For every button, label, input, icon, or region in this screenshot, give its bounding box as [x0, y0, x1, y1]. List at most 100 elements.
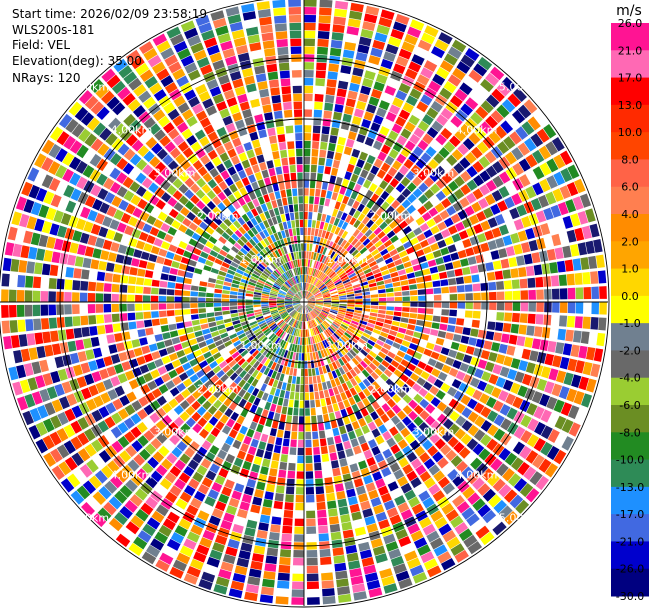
gate-cell [197, 395, 207, 405]
gate-cell [342, 416, 351, 425]
gate-cell [588, 255, 598, 269]
gate-cell [527, 418, 539, 432]
gate-cell [378, 17, 393, 28]
gate-cell [315, 297, 323, 301]
gate-cell [260, 383, 268, 392]
gate-cell [408, 278, 417, 285]
gate-cell [348, 396, 356, 406]
gate-cell [445, 332, 454, 341]
gate-cell [540, 441, 553, 456]
gate-cell [232, 573, 246, 583]
gate-cell [227, 538, 240, 549]
gate-cell [312, 431, 319, 440]
gate-cell [451, 378, 462, 389]
gate-cell [392, 160, 402, 171]
gate-cell [356, 133, 366, 144]
gate-cell [304, 30, 316, 39]
gate-cell [103, 314, 112, 323]
gate-cell [321, 580, 335, 589]
gate-cell [559, 302, 568, 314]
gate-cell [261, 409, 269, 418]
gate-cell [189, 373, 199, 383]
gate-cell [346, 306, 355, 310]
gate-cell [306, 275, 308, 283]
gate-cell [347, 299, 355, 302]
gate-cell [356, 231, 364, 240]
gate-cell [357, 222, 365, 231]
gate-cell [480, 531, 495, 546]
gate-cell [310, 276, 314, 284]
gate-cell [441, 364, 452, 374]
gate-cell [110, 426, 123, 439]
gate-cell [249, 278, 257, 284]
gate-cell [369, 336, 378, 343]
gate-cell [293, 93, 302, 102]
gate-cell [299, 305, 303, 313]
gate-cell [313, 117, 322, 126]
gate-cell [95, 381, 106, 394]
gate-cell [322, 292, 330, 296]
range-ring-label: 1.00km [326, 339, 368, 352]
gate-cell [412, 383, 422, 393]
gate-cell [99, 127, 112, 141]
gate-cell [367, 279, 376, 284]
gate-cell [485, 94, 500, 108]
gate-cell [497, 200, 508, 212]
gate-cell [290, 38, 302, 47]
gate-cell [167, 128, 180, 140]
gate-cell [229, 224, 238, 233]
gate-cell [469, 214, 480, 225]
gate-cell [408, 114, 420, 126]
gate-cell [270, 324, 278, 331]
gate-cell [318, 283, 325, 290]
gate-cell [415, 276, 424, 283]
range-ring-label: 5.00km [68, 512, 110, 525]
gate-cell [294, 295, 301, 300]
gate-cell [519, 278, 528, 289]
gate-cell [349, 463, 359, 473]
colorbar-swatch [611, 432, 649, 461]
gate-cell [386, 388, 396, 398]
gate-cell [339, 297, 347, 300]
gate-cell [349, 349, 357, 357]
gate-cell [145, 544, 161, 558]
gate-cell [348, 272, 356, 279]
gate-cell [440, 444, 452, 456]
gate-cell [378, 100, 390, 111]
gate-cell [282, 285, 289, 291]
gate-cell [416, 319, 425, 327]
gate-cell [248, 238, 257, 247]
gate-cell [273, 316, 281, 322]
gate-cell [212, 93, 225, 104]
gate-cell [196, 369, 206, 379]
gate-cell [332, 208, 339, 218]
gate-cell [192, 325, 202, 332]
gate-cell [384, 355, 393, 364]
gate-cell [358, 381, 367, 391]
gate-cell [130, 56, 145, 70]
gate-cell [62, 152, 75, 167]
range-ring-label: 3.00km [413, 167, 455, 180]
gate-cell [352, 317, 360, 323]
gate-cell [50, 415, 62, 429]
gate-cell [546, 445, 560, 461]
gate-cell [233, 242, 242, 250]
gate-cell [294, 295, 301, 300]
gate-cell [392, 342, 401, 350]
gate-cell [344, 171, 352, 181]
gate-cell [150, 538, 165, 551]
gate-cell [288, 253, 293, 261]
gate-cell [306, 573, 319, 582]
gate-cell [43, 452, 57, 467]
gate-cell [395, 528, 408, 540]
gate-cell [320, 311, 328, 317]
colorbar-tick-label: 4.0 [621, 208, 639, 221]
gate-cell [336, 418, 345, 427]
gate-cell [288, 0, 301, 7]
gate-cell [422, 381, 433, 391]
gate-cell [263, 376, 271, 385]
gate-cell [212, 245, 221, 253]
gate-cell [285, 422, 292, 431]
gate-cell [205, 241, 215, 249]
gate-cell [253, 302, 261, 305]
